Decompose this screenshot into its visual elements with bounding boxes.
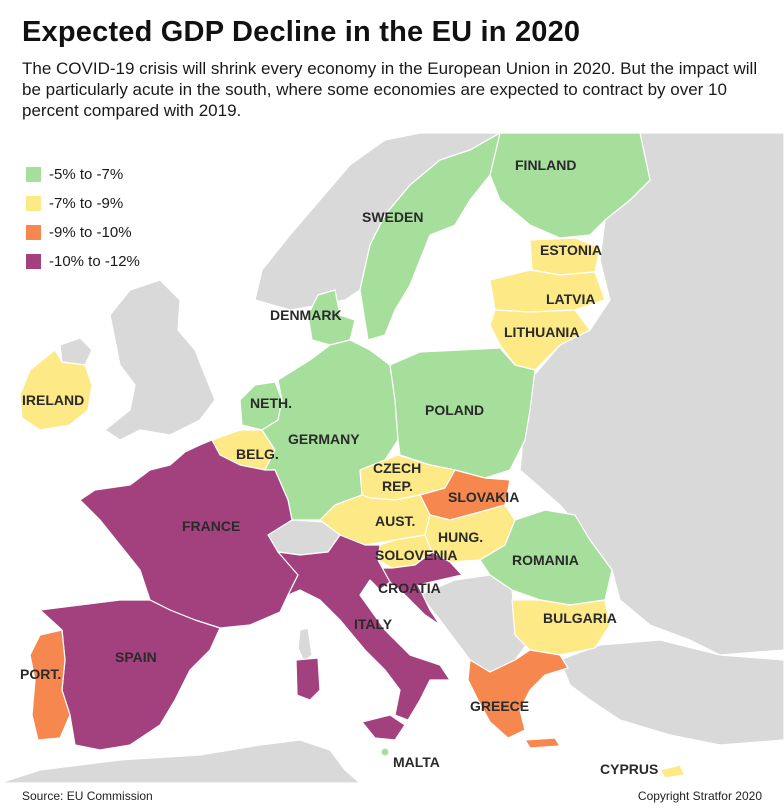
legend-label: -10% to -12% xyxy=(49,253,140,270)
label-lithuania: LITHUANIA xyxy=(504,324,579,340)
label-germany: GERMANY xyxy=(288,431,360,447)
legend-item: -5% to -7% xyxy=(26,160,140,189)
label-finland: FINLAND xyxy=(515,157,576,173)
label-slovenia: SOLOVENIA xyxy=(375,547,457,563)
sardinia-region xyxy=(295,657,321,701)
source-credit: Source: EU Commission xyxy=(22,789,153,803)
label-cyprus: CYPRUS xyxy=(600,761,658,777)
croatia-region xyxy=(377,551,463,626)
legend-item: -9% to -10% xyxy=(26,218,140,247)
label-belgium: BELG. xyxy=(236,446,279,462)
label-malta: MALTA xyxy=(393,754,440,770)
label-slovakia: SLOVAKIA xyxy=(448,489,519,505)
footer: Source: EU Commission Copyright Stratfor… xyxy=(0,783,784,810)
label-portugal: PORT. xyxy=(20,666,61,682)
copyright-notice: Copyright Stratfor 2020 xyxy=(637,789,762,803)
label-hungary: HUNG. xyxy=(438,529,483,545)
label-greece: GREECE xyxy=(470,698,529,714)
map-title: Expected GDP Decline in the EU in 2020 xyxy=(22,16,581,48)
label-italy: ITALY xyxy=(354,616,393,632)
legend-swatch-green xyxy=(26,167,41,182)
lithuania-region xyxy=(489,309,591,371)
france-region xyxy=(79,439,301,629)
label-latvia: LATVIA xyxy=(546,291,596,307)
northern-ireland-region xyxy=(59,337,93,366)
sweden-region xyxy=(359,133,501,341)
great-britain-region xyxy=(103,279,216,441)
map-subtitle: The COVID-19 crisis will shrink every ec… xyxy=(22,59,758,120)
legend-swatch-purple xyxy=(26,254,41,269)
label-sweden: SWEDEN xyxy=(362,209,423,225)
italy-region xyxy=(277,534,451,721)
legend-swatch-yellow xyxy=(26,196,41,211)
label-czech-line2: REP. xyxy=(382,478,413,494)
east-region xyxy=(519,133,784,656)
finland-region xyxy=(489,133,651,239)
europe-map: FINLAND SWEDEN ESTONIA LATVIA LITHUANIA … xyxy=(0,133,784,783)
label-romania: ROMANIA xyxy=(512,552,579,568)
sicily-region xyxy=(361,714,406,741)
greece-region xyxy=(467,649,569,739)
romania-region xyxy=(479,509,613,606)
label-spain: SPAIN xyxy=(115,649,157,665)
label-bulgaria: BULGARIA xyxy=(543,610,617,626)
label-poland: POLAND xyxy=(425,402,484,418)
label-france: FRANCE xyxy=(182,518,240,534)
map-legend: -5% to -7% -7% to -9% -9% to -10% -10% t… xyxy=(26,160,140,276)
label-estonia: ESTONIA xyxy=(540,242,602,258)
legend-label: -9% to -10% xyxy=(49,224,132,241)
legend-label: -7% to -9% xyxy=(49,195,124,212)
denmark-region xyxy=(307,289,356,346)
ireland-region xyxy=(19,349,93,431)
non-eu-land xyxy=(0,133,784,783)
legend-swatch-orange xyxy=(26,225,41,240)
malta-region xyxy=(380,747,390,757)
label-austria: AUST. xyxy=(375,513,415,529)
turkey-region xyxy=(559,639,784,746)
label-czech-line1: CZECH xyxy=(373,460,421,476)
poland-region xyxy=(389,347,536,479)
cyprus-region xyxy=(659,764,686,779)
crete-region xyxy=(524,737,561,749)
label-denmark: DENMARK xyxy=(270,307,342,323)
bulgaria-region xyxy=(511,599,611,656)
map-canvas: FINLAND SWEDEN ESTONIA LATVIA LITHUANIA … xyxy=(0,133,784,783)
label-ireland: IRELAND xyxy=(22,392,84,408)
legend-label: -5% to -7% xyxy=(49,166,124,183)
portugal-region xyxy=(29,629,71,741)
label-netherlands: NETH. xyxy=(250,395,292,411)
label-croatia: CROATIA xyxy=(378,580,441,596)
eu-countries xyxy=(19,133,686,779)
balkans-region xyxy=(419,574,531,673)
legend-item: -7% to -9% xyxy=(26,189,140,218)
country-labels: FINLAND SWEDEN ESTONIA LATVIA LITHUANIA … xyxy=(20,157,658,777)
legend-item: -10% to -12% xyxy=(26,247,140,276)
africa-region xyxy=(0,739,361,783)
